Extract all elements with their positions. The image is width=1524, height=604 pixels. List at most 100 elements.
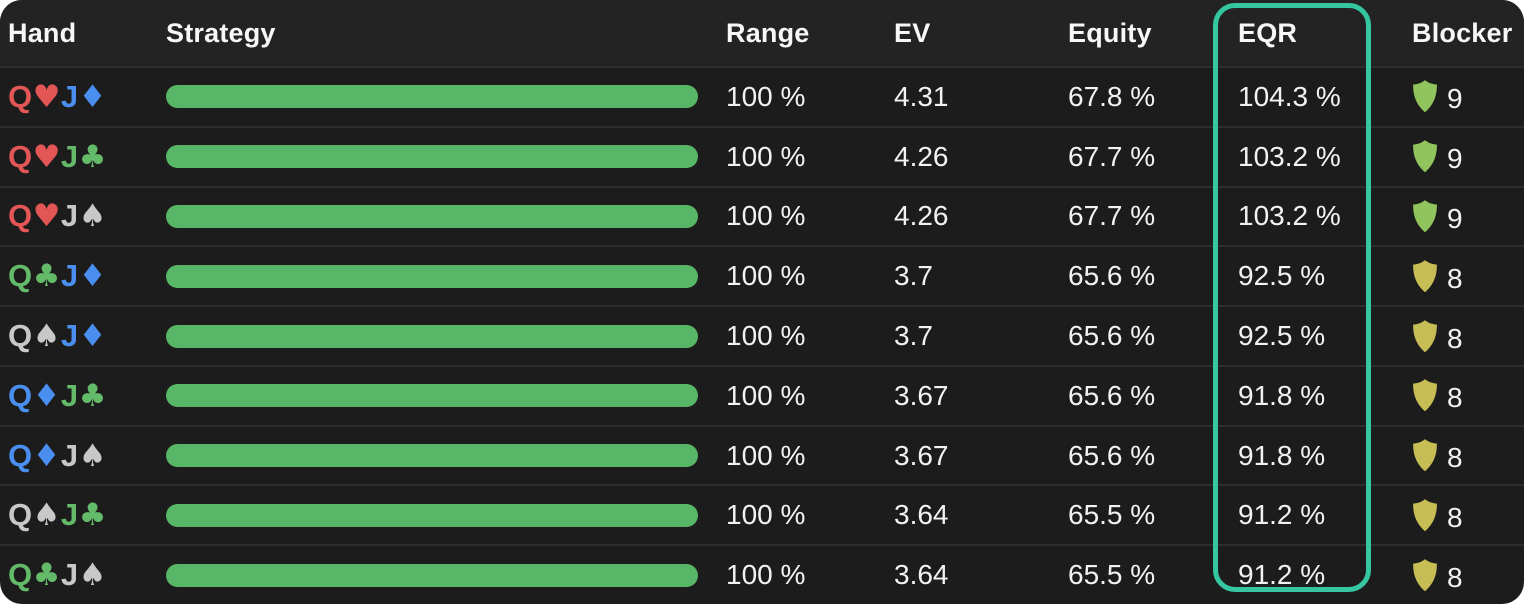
eqr-cell: 91.8 % (1238, 379, 1326, 411)
eqr-cell: 103.2 % (1238, 200, 1341, 232)
table-row[interactable]: Q♣J♦ 100 % 3.7 65.6 % 92.5 % 8 (0, 245, 1524, 305)
card2-rank: J (60, 318, 79, 354)
ev-cell: 4.26 (894, 200, 949, 232)
table-row[interactable]: Q♥J♦ 100 % 4.31 67.8 % 104.3 % 9 (0, 66, 1524, 126)
column-header-equity[interactable]: Equity (1068, 17, 1152, 48)
card1-suit-icon: ♥ (32, 198, 61, 235)
strategy-bar-fill (166, 264, 698, 288)
blocker-cell: 9 (1404, 198, 1524, 235)
equity-cell: 65.5 % (1068, 499, 1156, 531)
blocker-count: 8 (1447, 561, 1463, 593)
card1-rank: Q (8, 138, 33, 174)
hand-cell: Q♦J♠ (0, 438, 158, 474)
eqr-cell: 91.8 % (1238, 439, 1326, 471)
blocker-count: 8 (1447, 382, 1463, 414)
strategy-bar-fill (166, 444, 698, 468)
range-cell: 100 % (726, 80, 806, 112)
range-cell: 100 % (726, 439, 806, 471)
hand-cell: Q♥J♣ (0, 139, 158, 175)
column-header-strategy[interactable]: Strategy (166, 17, 276, 48)
eqr-cell: 92.5 % (1238, 260, 1326, 292)
card1-suit-icon: ♣ (32, 258, 61, 295)
strategy-cell (158, 264, 718, 288)
hand-cell: Q♣J♦ (0, 258, 158, 294)
blocker-cell: 8 (1404, 258, 1524, 295)
strategy-cell (158, 145, 718, 169)
table-row[interactable]: Q♥J♠ 100 % 4.26 67.7 % 103.2 % 9 (0, 185, 1524, 246)
hand-cell: Q♠J♦ (0, 318, 158, 354)
strategy-cell (158, 503, 718, 527)
blocker-shield-icon (1413, 259, 1437, 292)
equity-cell: 67.7 % (1068, 200, 1156, 232)
card2-suit-icon: ♦ (78, 318, 107, 355)
range-cell: 100 % (726, 499, 806, 531)
card1-suit-icon: ♠ (32, 497, 61, 534)
column-header-blocker[interactable]: Blocker (1412, 17, 1513, 48)
ev-cell: 3.7 (894, 320, 933, 352)
blocker-count: 8 (1447, 442, 1463, 474)
blocker-count: 8 (1447, 501, 1463, 533)
blocker-cell: 8 (1404, 497, 1524, 534)
card2-suit-icon: ♣ (78, 138, 107, 175)
ev-cell: 3.67 (894, 379, 949, 411)
range-cell: 100 % (726, 320, 806, 352)
card2-suit-icon: ♣ (78, 377, 107, 414)
card2-suit-icon: ♦ (78, 258, 107, 295)
equity-cell: 67.7 % (1068, 140, 1156, 172)
table-row[interactable]: Q♠J♣ 100 % 3.64 65.5 % 91.2 % 8 (0, 484, 1524, 544)
ev-cell: 4.26 (894, 140, 949, 172)
table-row[interactable]: Q♦J♣ 100 % 3.67 65.6 % 91.8 % 8 (0, 364, 1524, 425)
column-header-ev[interactable]: EV (894, 17, 931, 48)
card1-suit-icon: ♣ (32, 557, 61, 594)
blocker-shield-icon (1413, 200, 1437, 233)
equity-cell: 67.8 % (1068, 80, 1156, 112)
card2-suit-icon: ♠ (78, 437, 107, 474)
eqr-cell: 104.3 % (1238, 80, 1341, 112)
card1-suit-icon: ♥ (32, 78, 61, 115)
hand-cell: Q♥J♠ (0, 198, 158, 234)
strategy-bar-fill (166, 503, 698, 527)
card1-rank: Q (8, 377, 33, 413)
blocker-cell: 8 (1404, 377, 1524, 414)
range-cell: 100 % (726, 200, 806, 232)
strategy-cell (158, 563, 718, 587)
equity-cell: 65.6 % (1068, 439, 1156, 471)
equity-cell: 65.6 % (1068, 260, 1156, 292)
equity-cell: 65.6 % (1068, 379, 1156, 411)
table-row[interactable]: Q♠J♦ 100 % 3.7 65.6 % 92.5 % 8 (0, 305, 1524, 365)
table-row[interactable]: Q♣J♠ 100 % 3.64 65.5 % 91.2 % 8 (0, 544, 1524, 604)
ev-cell: 4.31 (894, 80, 949, 112)
strategy-bar-fill (166, 145, 698, 169)
strategy-cell (158, 384, 718, 408)
table-row[interactable]: Q♦J♠ 100 % 3.67 65.6 % 91.8 % 8 (0, 424, 1524, 485)
table-row[interactable]: Q♥J♣ 100 % 4.26 67.7 % 103.2 % 9 (0, 125, 1524, 186)
equity-cell: 65.6 % (1068, 320, 1156, 352)
strategy-cell (158, 85, 718, 109)
blocker-shield-icon (1413, 439, 1437, 472)
ev-cell: 3.67 (894, 439, 949, 471)
range-cell: 100 % (726, 559, 806, 591)
card1-suit-icon: ♥ (32, 138, 61, 175)
table-header: Hand Strategy Range EV Equity EQR Blocke… (0, 0, 1524, 66)
blocker-count: 8 (1447, 262, 1463, 294)
card2-rank: J (60, 258, 79, 294)
card2-rank: J (60, 557, 79, 593)
strategy-bar (166, 503, 698, 527)
strategy-cell (158, 204, 718, 228)
strategy-bar (166, 384, 698, 408)
column-header-hand[interactable]: Hand (8, 17, 77, 48)
strategy-cell (158, 444, 718, 468)
eqr-cell: 103.2 % (1238, 140, 1341, 172)
card1-rank: Q (8, 318, 33, 354)
blocker-count: 9 (1447, 202, 1463, 234)
card1-rank: Q (8, 78, 33, 114)
strategy-bar-fill (166, 204, 698, 228)
card2-suit-icon: ♦ (78, 78, 107, 115)
blocker-shield-icon (1413, 319, 1437, 352)
strategy-bar (166, 563, 698, 587)
strategy-bar-fill (166, 563, 698, 587)
blocker-count: 9 (1447, 143, 1463, 175)
strategy-bar-fill (166, 324, 698, 348)
column-header-range[interactable]: Range (726, 17, 810, 48)
column-header-eqr[interactable]: EQR (1238, 17, 1298, 48)
